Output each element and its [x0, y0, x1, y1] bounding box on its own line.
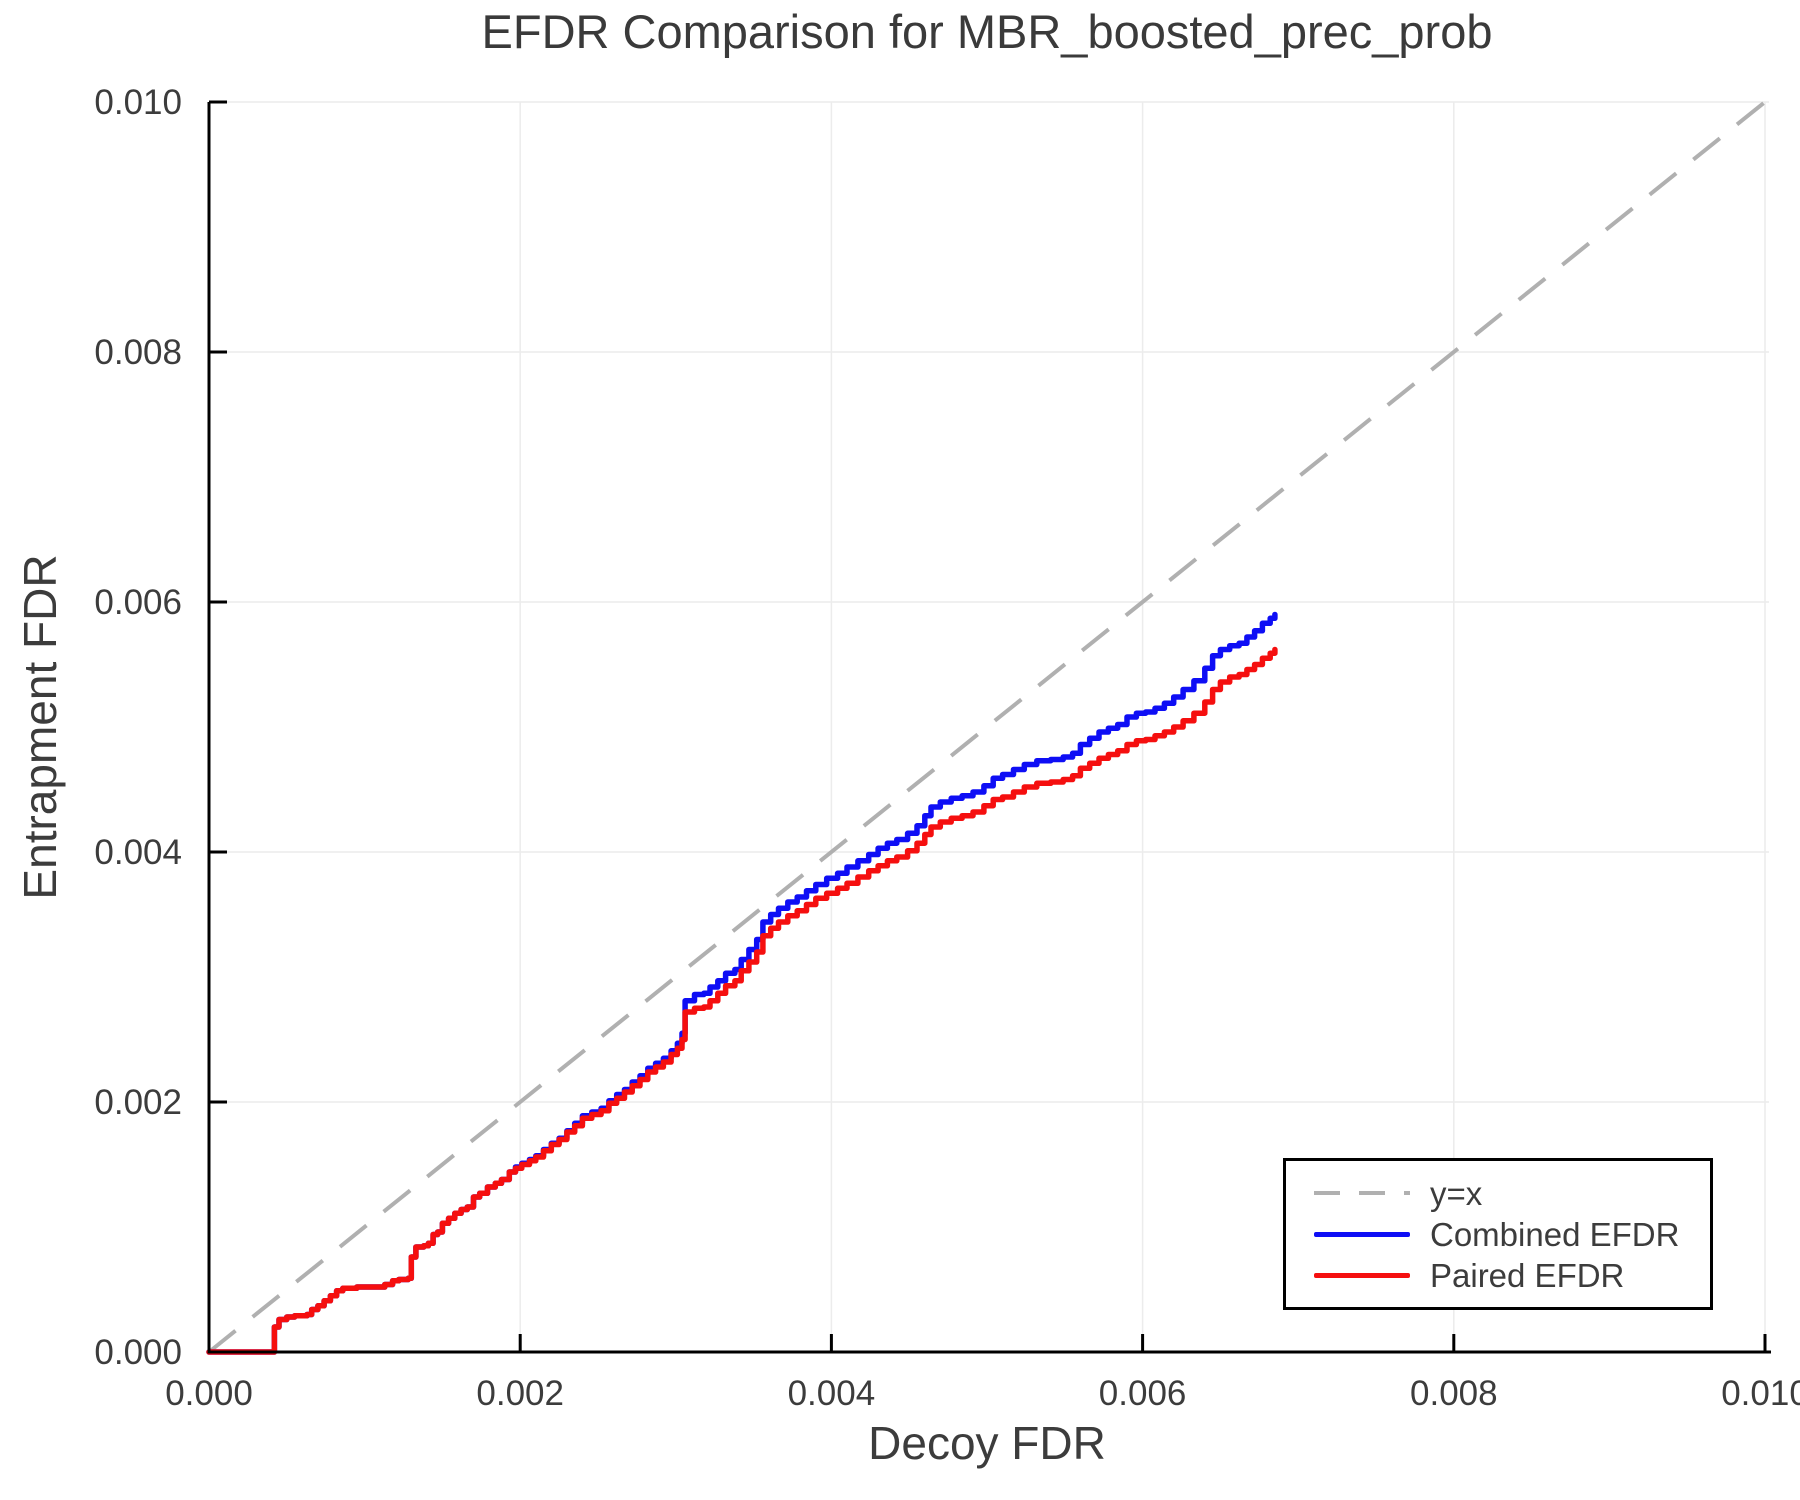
x-tick-label: 0.002 [476, 1374, 564, 1413]
x-tick-label: 0.008 [1410, 1374, 1498, 1413]
x-tick-label: 0.006 [1099, 1374, 1187, 1413]
legend-entry-paired: Paired EFDR [1314, 1255, 1710, 1296]
y-tick-label: 0.010 [94, 83, 182, 122]
x-tick-label: 0.010 [1721, 1374, 1800, 1413]
x-axis-label: Decoy FDR [868, 1417, 1106, 1469]
legend-entry-combined: Combined EFDR [1314, 1214, 1710, 1255]
series-line-paired-efdr [206, 646, 1278, 1355]
legend-label: y=x [1430, 1174, 1483, 1212]
y-tick-label: 0.008 [94, 333, 182, 372]
legend-entry-yx: y=x [1314, 1173, 1710, 1214]
legend-label: Paired EFDR [1430, 1256, 1625, 1294]
y-tick-label: 0.004 [94, 833, 182, 872]
x-tick-label: 0.000 [165, 1374, 253, 1413]
y-tick-label: 0.000 [94, 1333, 182, 1372]
x-tick-label: 0.004 [788, 1374, 876, 1413]
legend-label: Combined EFDR [1430, 1215, 1680, 1253]
y-tick-label: 0.006 [94, 583, 182, 622]
y-tick-label: 0.002 [94, 1083, 182, 1122]
blue-line-sample [1314, 1231, 1410, 1237]
legend: y=x Combined EFDR Paired EFDR [1283, 1158, 1713, 1310]
red-line-sample [1314, 1272, 1410, 1278]
dashed-line-sample [1314, 1191, 1410, 1195]
chart-title: EFDR Comparison for MBR_boosted_prec_pro… [481, 5, 1493, 58]
